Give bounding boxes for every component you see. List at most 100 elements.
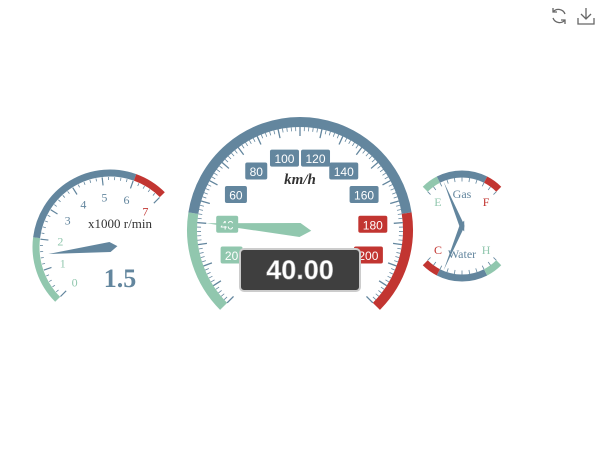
speed-tick <box>365 152 369 157</box>
speed-tick <box>220 293 225 297</box>
speed-tick <box>198 213 203 215</box>
speed-tick-label: 120 <box>306 152 326 166</box>
speed-tick-label: 160 <box>354 189 374 203</box>
water-tick <box>493 257 497 261</box>
speed-tick <box>199 204 204 207</box>
fuel-tick <box>439 182 443 187</box>
speed-tick <box>372 296 377 300</box>
speed-tick <box>390 188 395 191</box>
rpm-axis-band-1 <box>33 169 137 239</box>
speed-tick-label: 200 <box>358 249 378 263</box>
speed-tick <box>197 243 203 246</box>
speed-tick <box>249 140 252 144</box>
save-as-image-button[interactable] <box>575 5 597 27</box>
water-tick <box>481 265 485 270</box>
fuel-tick <box>446 179 449 184</box>
speed-tick <box>265 132 268 137</box>
water-tick <box>439 265 443 270</box>
water-tick-label: C <box>434 243 442 257</box>
restore-button[interactable] <box>548 5 570 27</box>
speed-tick <box>387 275 392 279</box>
rpm-tick <box>41 232 45 234</box>
fuel-pointer <box>443 181 465 232</box>
rpm-tick-label: 7 <box>142 205 148 219</box>
speed-tick-label-bg <box>329 162 359 180</box>
rpm-tick <box>42 262 46 265</box>
speed-tick <box>378 290 382 294</box>
fuel-tick-label: F <box>483 195 490 209</box>
rpm-tick <box>142 185 145 189</box>
speed-tick <box>368 155 373 160</box>
rpm-tick <box>147 189 151 193</box>
speed-tick <box>392 192 397 195</box>
speed-tick-label-bg <box>349 186 379 204</box>
speed-tick <box>336 134 340 139</box>
speed-tick <box>391 268 396 271</box>
speed-tick-label: 140 <box>334 165 354 179</box>
speed-tick <box>237 147 241 151</box>
rpm-tick <box>89 179 92 183</box>
speed-tick <box>218 290 222 294</box>
fuel-tick <box>475 179 478 184</box>
speed-tick-label-bg <box>358 215 388 233</box>
rpm-tick <box>47 214 51 217</box>
rpm-tick <box>131 180 134 184</box>
speed-tick <box>377 165 381 169</box>
rpm-tick <box>83 181 86 185</box>
speed-tick <box>394 200 399 203</box>
speed-tick <box>224 158 229 163</box>
rpm-detail-value: 1.5 <box>104 264 137 293</box>
speed-tick <box>344 138 348 142</box>
speed-tick <box>207 184 212 187</box>
water-pointer <box>443 220 465 271</box>
water-axis-band-2 <box>483 260 502 276</box>
speed-tick <box>252 138 256 142</box>
rpm-tick <box>72 187 75 191</box>
speed-tick <box>208 275 213 279</box>
fuel-tick <box>487 186 491 191</box>
rpm-tick <box>125 179 128 183</box>
speed-tick-label: 20 <box>225 249 239 263</box>
speed-pointer <box>206 223 312 237</box>
speed-tick <box>397 213 402 215</box>
rpm-pointer <box>48 242 118 254</box>
speed-tick-label: 60 <box>229 189 243 203</box>
speed-tick <box>203 192 208 195</box>
speed-tick <box>241 144 245 149</box>
speed-tick <box>269 131 272 136</box>
rpm-tick-label: 0 <box>72 275 78 289</box>
rpm-axis-band-0 <box>32 237 61 302</box>
speed-tick <box>384 176 389 180</box>
speed-tick <box>359 147 363 151</box>
speed-tick <box>282 128 284 133</box>
speed-tick <box>324 130 327 135</box>
rpm-tick-label: 4 <box>80 198 86 212</box>
speed-tick <box>206 272 211 275</box>
speed-tick <box>213 172 218 176</box>
speed-axis-band-0 <box>187 212 228 310</box>
speed-tick-label-bg <box>220 246 243 264</box>
water-tick <box>454 269 456 274</box>
rpm-tick <box>46 274 50 277</box>
speed-tick <box>362 150 366 154</box>
speed-tick <box>234 150 238 154</box>
speed-tick <box>201 200 206 203</box>
speed-tick <box>397 243 403 246</box>
speed-tick <box>316 128 318 133</box>
speed-tick <box>219 165 223 169</box>
fuel-tick-label: E <box>434 195 441 209</box>
rpm-tick <box>157 197 160 200</box>
water-tick <box>433 261 437 266</box>
fuel-axis-band-0 <box>422 176 441 192</box>
fuel-tick <box>454 178 456 183</box>
download-icon <box>577 8 595 25</box>
rpm-tick <box>43 268 47 271</box>
rpm-tick-label: 5 <box>101 190 107 204</box>
speed-tick <box>205 188 210 191</box>
rpm-tick-label: 2 <box>57 234 63 248</box>
speed-tick <box>355 144 359 149</box>
fuel-tick <box>427 191 431 195</box>
speed-tick <box>277 129 280 134</box>
